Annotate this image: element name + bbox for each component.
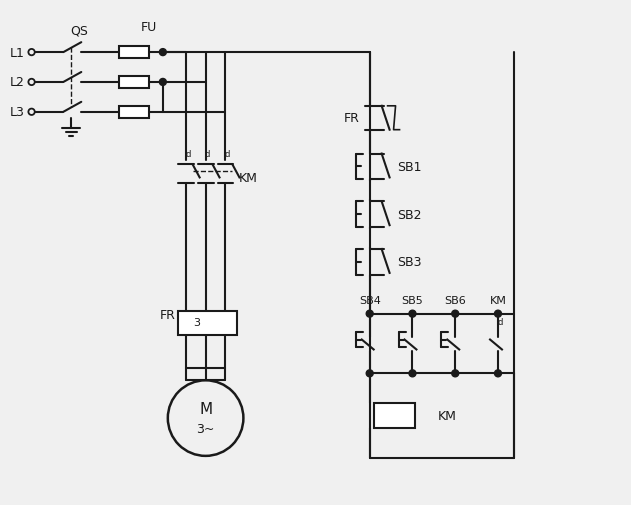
Text: FR: FR xyxy=(160,309,176,322)
Text: L3: L3 xyxy=(9,106,25,119)
Circle shape xyxy=(366,311,373,318)
Text: KM: KM xyxy=(239,172,257,184)
Bar xyxy=(119,47,149,59)
Text: SB1: SB1 xyxy=(398,161,422,174)
Text: SB6: SB6 xyxy=(444,295,466,305)
Text: d: d xyxy=(225,150,230,159)
Circle shape xyxy=(409,370,416,377)
Text: M: M xyxy=(199,401,212,416)
Text: SB2: SB2 xyxy=(398,208,422,221)
Circle shape xyxy=(452,370,459,377)
Bar xyxy=(374,403,415,428)
Text: d: d xyxy=(497,318,503,326)
Text: QS: QS xyxy=(71,25,88,38)
Text: 3: 3 xyxy=(193,317,200,327)
Text: SB4: SB4 xyxy=(359,295,380,305)
Text: L1: L1 xyxy=(9,46,25,60)
Text: SB3: SB3 xyxy=(398,256,422,269)
Bar xyxy=(178,311,237,335)
Bar xyxy=(119,77,149,89)
Circle shape xyxy=(452,311,459,318)
Circle shape xyxy=(409,311,416,318)
Text: FR: FR xyxy=(344,112,360,125)
Text: d: d xyxy=(185,150,191,159)
Circle shape xyxy=(495,311,502,318)
Text: KM: KM xyxy=(490,295,507,305)
Text: KM: KM xyxy=(437,409,456,422)
Text: L2: L2 xyxy=(9,76,25,89)
Bar xyxy=(119,107,149,119)
Circle shape xyxy=(495,370,502,377)
Text: SB5: SB5 xyxy=(401,295,423,305)
Text: d: d xyxy=(205,150,210,159)
Text: FU: FU xyxy=(141,21,157,34)
Circle shape xyxy=(160,49,167,57)
Text: 3~: 3~ xyxy=(196,422,215,435)
Circle shape xyxy=(160,79,167,86)
Circle shape xyxy=(366,370,373,377)
